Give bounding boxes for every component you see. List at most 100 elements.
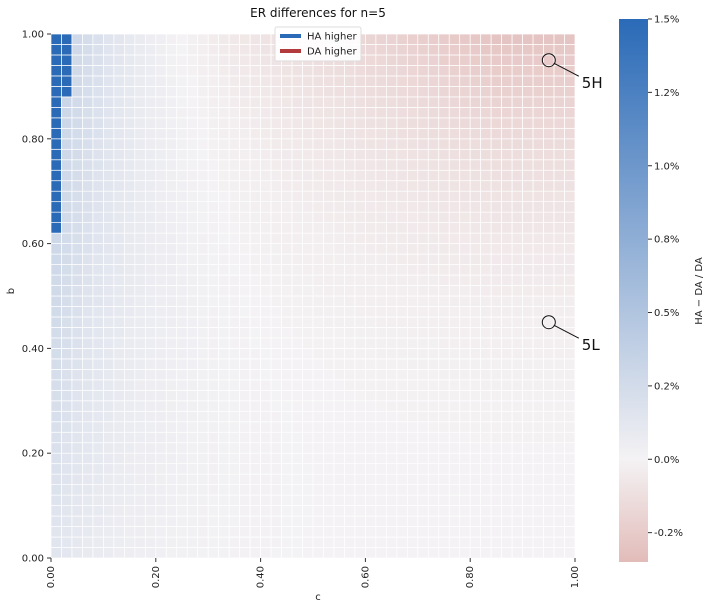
heatmap-cell: [333, 536, 345, 548]
heatmap-cell: [260, 421, 272, 433]
heatmap-cell: [501, 159, 513, 171]
heatmap-cell: [312, 421, 324, 433]
heatmap-cell: [103, 222, 115, 234]
heatmap-cell: [344, 358, 356, 370]
heatmap-cell: [260, 400, 272, 412]
heatmap-cell: [564, 358, 576, 370]
heatmap-cell: [323, 410, 335, 423]
heatmap-cell: [406, 295, 419, 307]
heatmap-cell: [438, 442, 450, 454]
heatmap-cell: [344, 117, 356, 129]
heatmap-cell: [469, 421, 482, 433]
heatmap-cell: [312, 526, 324, 538]
heatmap-cell: [165, 547, 178, 559]
heatmap-cell: [103, 536, 115, 548]
heatmap-cell: [375, 274, 387, 286]
heatmap-cell: [354, 107, 366, 119]
heatmap-cell: [155, 127, 167, 140]
heatmap-cell: [532, 421, 544, 433]
heatmap-cell: [228, 96, 240, 108]
heatmap-cell: [218, 526, 230, 538]
heatmap-cell: [50, 421, 62, 433]
heatmap-cell: [396, 264, 408, 276]
x-tick-label: 0.20: [151, 566, 162, 588]
heatmap-cell: [406, 473, 419, 485]
heatmap-cell: [144, 54, 157, 66]
colorbar-tick-label: 0.8%: [654, 235, 679, 246]
heatmap-cell: [61, 274, 73, 286]
heatmap-cell: [553, 33, 565, 45]
heatmap-cell: [302, 201, 314, 213]
heatmap-cell: [522, 526, 534, 538]
heatmap-cell: [490, 463, 502, 475]
heatmap-cell: [134, 515, 146, 527]
heatmap-cell: [165, 400, 178, 412]
heatmap-cell: [239, 44, 251, 56]
heatmap-cell: [239, 54, 251, 66]
heatmap-cell: [270, 316, 282, 328]
heatmap-cell: [511, 201, 523, 213]
heatmap-cell: [564, 442, 576, 454]
heatmap-cell: [176, 337, 188, 349]
heatmap-cell: [490, 180, 502, 192]
heatmap-cell: [543, 285, 555, 297]
heatmap-cell: [71, 264, 83, 276]
heatmap-cell: [564, 327, 576, 339]
heatmap-cell: [365, 547, 377, 559]
heatmap-cell: [438, 421, 450, 433]
heatmap-cell: [448, 526, 461, 538]
heatmap-cell: [260, 54, 272, 66]
heatmap-cell: [134, 65, 146, 77]
heatmap-cell: [239, 159, 251, 171]
heatmap-cell: [260, 285, 272, 297]
heatmap-cell: [144, 410, 157, 423]
heatmap-cell: [375, 410, 387, 423]
heatmap-cell: [50, 463, 62, 475]
heatmap-cell: [406, 536, 419, 548]
heatmap-cell: [522, 285, 534, 297]
heatmap-cell: [281, 431, 293, 444]
heatmap-cell: [553, 159, 565, 171]
heatmap-cell: [459, 337, 471, 349]
heatmap-cell: [291, 484, 303, 496]
heatmap-cell: [176, 201, 188, 213]
heatmap-cell: [155, 232, 167, 244]
heatmap-cell: [532, 75, 544, 87]
heatmap-cell: [438, 159, 450, 171]
heatmap-cell: [427, 536, 440, 548]
heatmap-cell: [480, 96, 492, 108]
heatmap-cell: [144, 421, 157, 433]
heatmap-cell: [469, 96, 482, 108]
heatmap-cell: [144, 107, 157, 119]
heatmap-cell: [438, 222, 450, 234]
heatmap-cell: [302, 463, 314, 475]
heatmap-cell: [155, 327, 167, 339]
heatmap-cell: [438, 211, 450, 223]
chart-title: ER differences for n=5: [250, 6, 386, 20]
heatmap-cell: [501, 180, 513, 192]
x-tick-label: 1.00: [570, 566, 581, 588]
x-tick-label: 0.00: [46, 566, 57, 588]
heatmap-cell: [249, 358, 261, 370]
heatmap-cell: [92, 264, 104, 276]
heatmap-cell: [197, 400, 209, 412]
heatmap-cell: [61, 431, 73, 444]
heatmap-cell: [375, 316, 387, 328]
heatmap-cell: [459, 400, 471, 412]
heatmap-cell: [82, 463, 94, 475]
heatmap-cell: [228, 211, 240, 223]
heatmap-cell: [165, 410, 178, 423]
heatmap-cell: [113, 190, 125, 203]
heatmap-cell: [543, 526, 555, 538]
heatmap-cell: [71, 180, 83, 192]
heatmap-cell: [260, 33, 272, 45]
heatmap-cell: [438, 127, 450, 140]
heatmap-cell: [564, 306, 576, 318]
heatmap-cell: [417, 75, 429, 87]
heatmap-cell: [448, 505, 461, 517]
heatmap-cell: [344, 232, 356, 244]
heatmap-cell: [124, 505, 136, 517]
heatmap-cell: [532, 211, 544, 223]
heatmap-cell: [165, 526, 178, 538]
heatmap-cell: [564, 389, 576, 402]
